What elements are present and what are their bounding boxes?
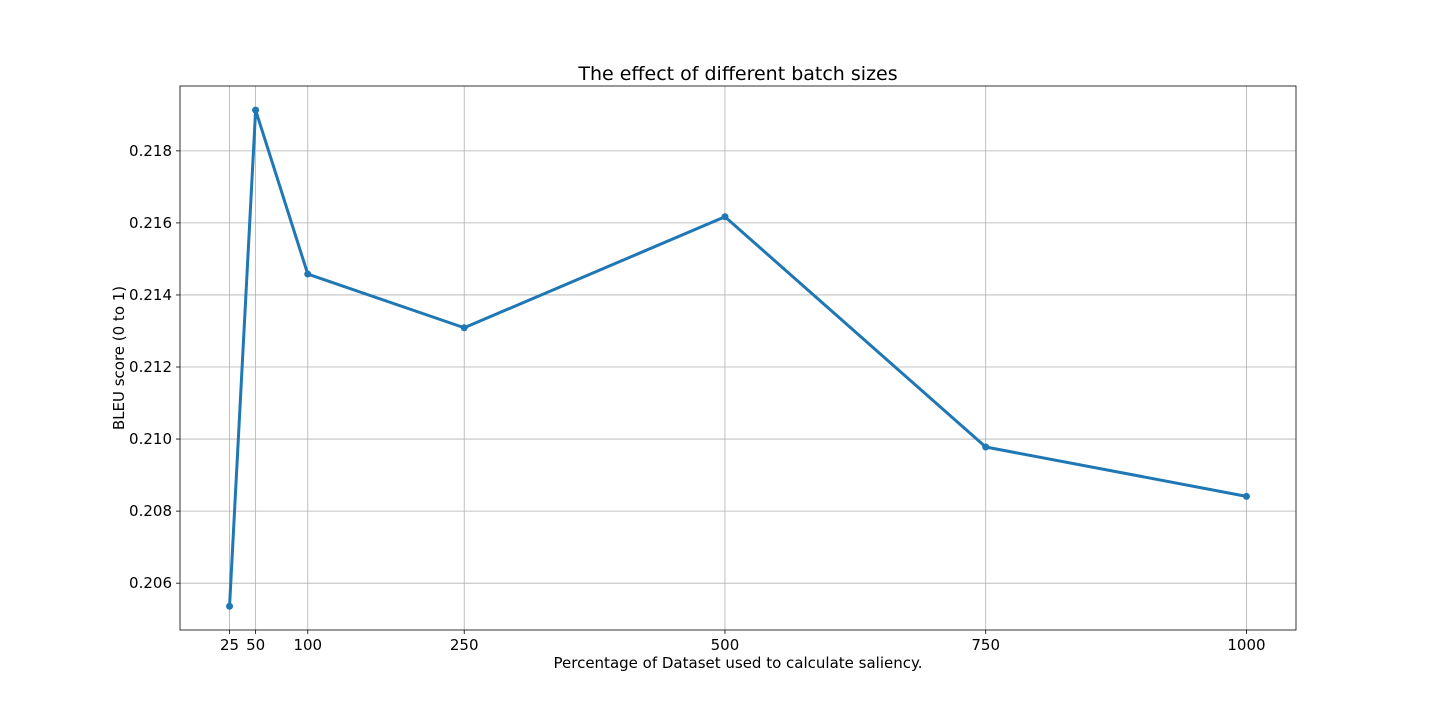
plot-frame xyxy=(179,85,1297,631)
data-point xyxy=(252,106,260,114)
data-point xyxy=(1242,492,1250,500)
x-tick-label: 750 xyxy=(971,636,1000,654)
y-tick-label: 0.218 xyxy=(129,142,172,160)
y-tick-label: 0.212 xyxy=(129,358,172,376)
data-point xyxy=(304,270,312,278)
x-tick-label: 500 xyxy=(711,636,740,654)
y-tick-label: 0.208 xyxy=(129,502,172,520)
chart-title: The effect of different batch sizes xyxy=(577,63,897,85)
axis-ticks: 25 50 100 250 500 750 1000 0.206 0.208 0.210 0.212… xyxy=(129,142,1266,654)
data-point xyxy=(460,324,468,332)
data-point xyxy=(982,443,990,451)
x-tick-label: 100 xyxy=(293,636,322,654)
y-tick-label: 0.210 xyxy=(129,430,172,448)
x-tick-label: 250 xyxy=(450,636,479,654)
y-axis-label: BLEU score (0 to 1) xyxy=(110,286,128,430)
x-axis-label: Percentage of Dataset used to calculate … xyxy=(554,654,923,672)
series-layer xyxy=(226,106,1250,610)
y-tick-label: 0.214 xyxy=(129,286,172,304)
y-tick-label: 0.206 xyxy=(129,574,172,592)
data-point xyxy=(721,213,729,221)
x-tick-label: 25 xyxy=(220,636,239,654)
data-point xyxy=(226,602,234,610)
x-tick-label: 50 xyxy=(246,636,265,654)
y-tick-label: 0.216 xyxy=(129,214,172,232)
x-tick-label: 1000 xyxy=(1227,636,1265,654)
